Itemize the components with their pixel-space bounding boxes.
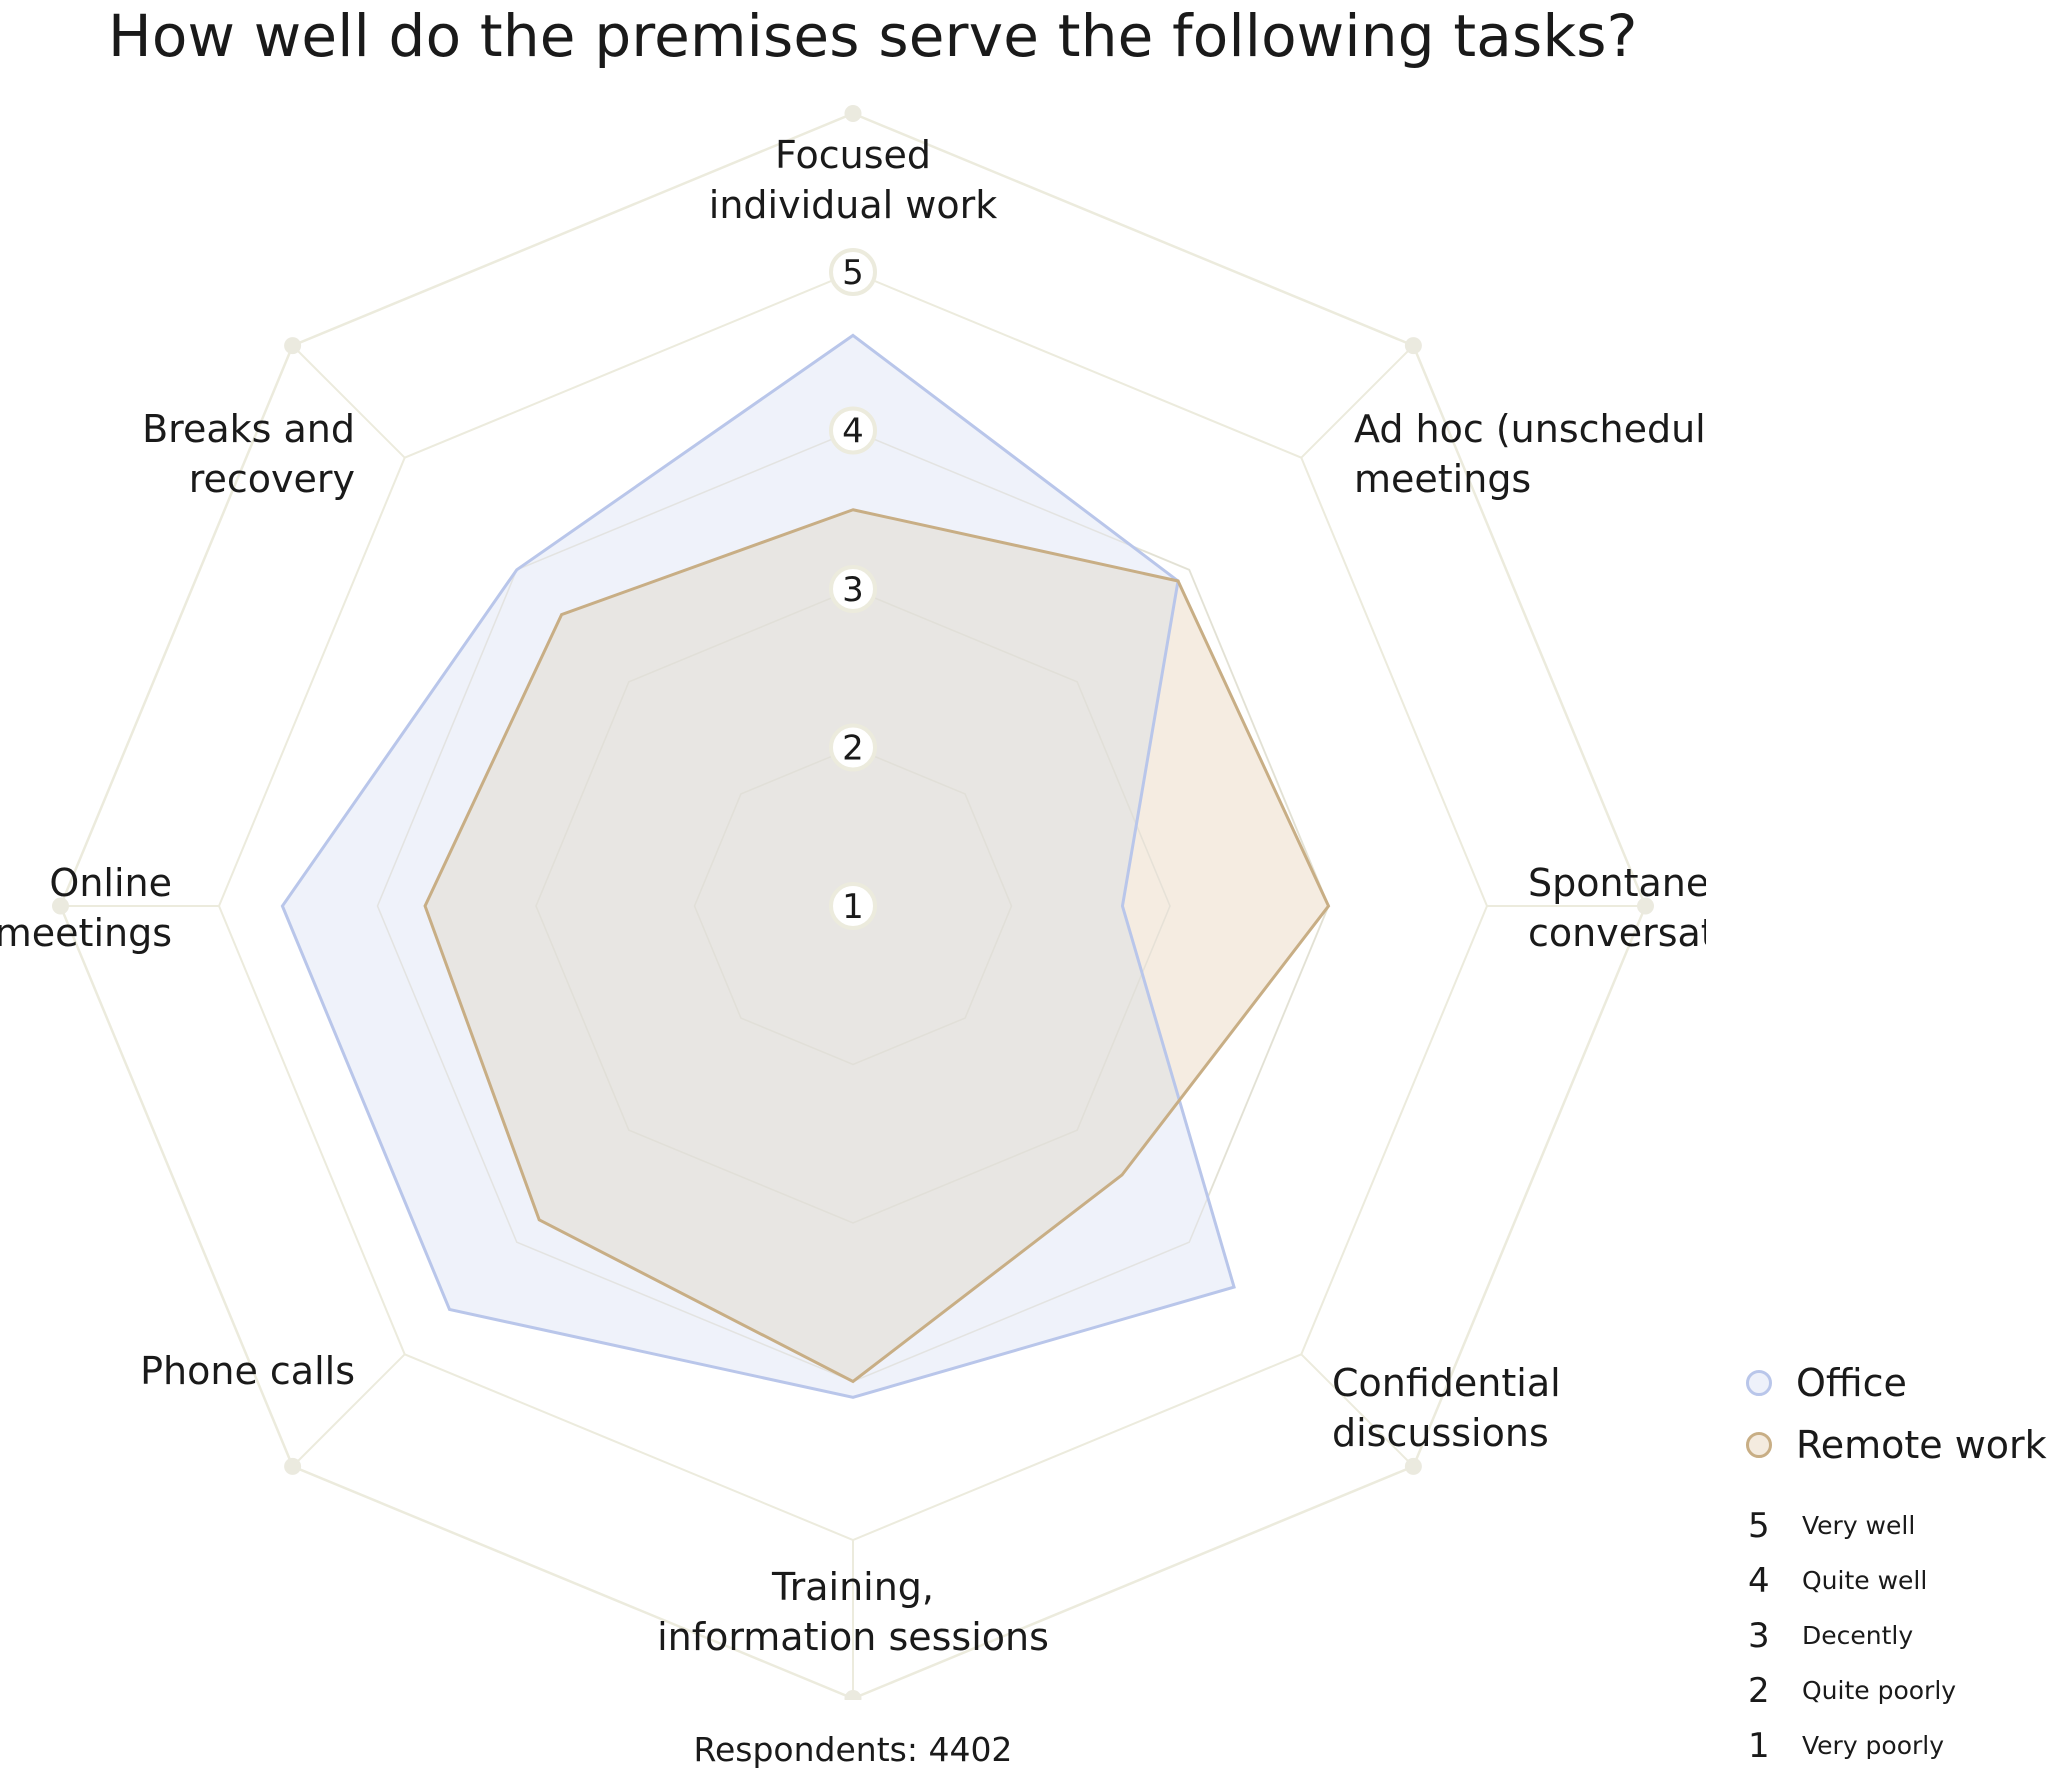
axis-label-line: Ad hoc (unscheduled) — [1354, 407, 1706, 451]
axis-end-dot — [284, 337, 302, 355]
rating-value: 5 — [1748, 1505, 1770, 1546]
axis-end-dot — [1637, 897, 1654, 915]
ring-label-badge — [829, 248, 877, 296]
axis-label: Spontaneous conversations — [1528, 861, 1706, 955]
rating-value: 3 — [1748, 1615, 1770, 1656]
office-swatch-icon — [1746, 1370, 1772, 1396]
axis-label: Online meetings — [0, 861, 172, 955]
rating-row: 2 Quite poorly — [1748, 1663, 1956, 1718]
axis-label-line: meetings — [1354, 457, 1531, 501]
legend-item-office: Office — [1746, 1352, 2047, 1414]
ring-labels: 1 2 3 4 5 — [829, 248, 877, 930]
legend-label: Office — [1796, 1361, 1907, 1405]
grid-ring-inner — [535, 588, 1171, 1224]
rating-row: 1 Very poorly — [1748, 1718, 1956, 1773]
rating-text: Quite well — [1802, 1566, 1928, 1595]
axis-label-line: Focused — [775, 133, 931, 177]
rating-value: 1 — [1748, 1725, 1770, 1766]
chart-title: How well do the premises serve the follo… — [108, 2, 1638, 70]
rating-value: 2 — [1748, 1670, 1770, 1711]
rating-text: Very well — [1802, 1511, 1916, 1540]
overlap-area — [425, 509, 1235, 1382]
rating-scale-legend: 5 Very well 4 Quite well 3 Decently 2 Qu… — [1748, 1498, 1956, 1773]
axis-label-line: meetings — [0, 911, 172, 955]
axis-end-dot — [52, 897, 69, 915]
axis-end-dot — [844, 105, 862, 122]
axis-label-line: Breaks and — [142, 407, 355, 451]
radar-series — [280, 333, 1331, 1399]
axis-label-line: Online — [49, 861, 172, 905]
ring-label: 3 — [842, 570, 864, 610]
axis-label: Ad hoc (unscheduled) meetings — [1354, 407, 1706, 501]
ring-label-badge — [829, 723, 877, 772]
axis-label: Phone calls — [140, 1349, 355, 1393]
ring-label-badge — [829, 565, 877, 613]
axis-label: Breaks and recovery — [142, 407, 355, 501]
axis-spoke — [291, 344, 406, 459]
axis-spoke — [1300, 1353, 1415, 1468]
rating-value: 4 — [1748, 1560, 1770, 1601]
series-legend: Office Remote work — [1746, 1352, 2047, 1476]
axis-label-line: Phone calls — [140, 1349, 355, 1393]
axis-label-line: discussions — [1332, 1411, 1549, 1455]
axis-label: Training, information sessions — [657, 1565, 1049, 1659]
axis-end-dot — [844, 1690, 862, 1700]
office-outline — [280, 333, 1236, 1399]
rating-text: Very poorly — [1802, 1731, 1945, 1760]
axis-label-line: Spontaneous — [1528, 861, 1706, 905]
axis-label: Focused individual work — [709, 133, 997, 227]
ring-label: 4 — [842, 412, 864, 452]
ring-label-badge — [829, 406, 877, 455]
axis-end-dot — [284, 1457, 302, 1475]
ring-label: 5 — [842, 253, 864, 293]
axis-labels: Focused individual work Ad hoc (unschedule… — [0, 133, 1706, 1659]
axis-label-line: conversations — [1528, 911, 1706, 955]
axis-label-line: individual work — [709, 183, 997, 227]
legend-item-remote-work: Remote work — [1746, 1414, 2047, 1476]
grid-ring-inner — [693, 746, 1013, 1066]
ring-label: 2 — [842, 729, 864, 769]
rating-row: 5 Very well — [1748, 1498, 1956, 1553]
ring-label: 1 — [842, 887, 864, 927]
radar-chart: 1 2 3 4 5 Focused individual work Ad hoc (unsc… — [0, 105, 1706, 1700]
remote-work-outline — [423, 508, 1331, 1384]
remote-work-swatch-icon — [1746, 1432, 1772, 1458]
axis-label: Confidential discussions — [1332, 1361, 1561, 1455]
respondents-count: Respondents: 4402 — [693, 1730, 1013, 1769]
axis-spoke — [291, 1353, 406, 1468]
axis-label-line: information sessions — [657, 1615, 1049, 1659]
rating-text: Decently — [1802, 1621, 1914, 1650]
rating-row: 4 Quite well — [1748, 1553, 1956, 1608]
axis-spoke — [1300, 344, 1415, 459]
axis-end-dot — [1404, 1457, 1422, 1475]
legend-label: Remote work — [1796, 1423, 2047, 1467]
axis-label-line: recovery — [189, 457, 355, 501]
axis-label-line: Training, — [771, 1565, 934, 1609]
rating-text: Quite poorly — [1802, 1676, 1957, 1705]
rating-row: 3 Decently — [1748, 1608, 1956, 1663]
ring-label-badge — [829, 882, 877, 930]
axis-label-line: Confidential — [1332, 1361, 1561, 1405]
axis-end-dot — [1404, 337, 1422, 355]
